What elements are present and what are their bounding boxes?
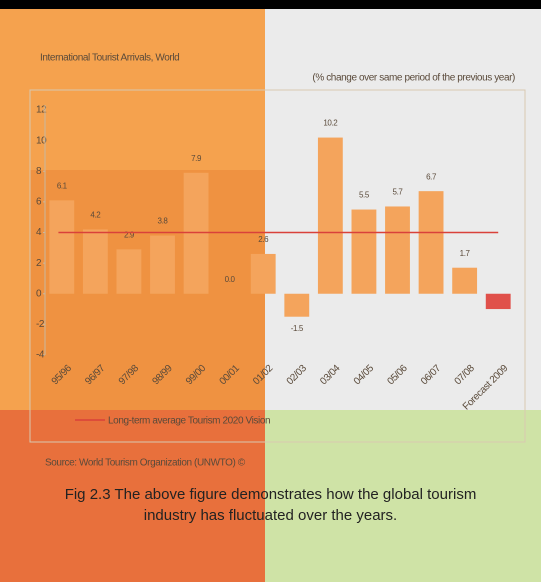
value-label: 0.0 <box>225 275 236 284</box>
chart-title: International Tourist Arrivals, World <box>40 53 179 64</box>
bg-bottom-right <box>265 410 541 582</box>
bar <box>82 229 108 294</box>
y-tick-label: -2 <box>36 319 45 330</box>
bar <box>317 137 343 294</box>
value-label: 6.1 <box>57 181 68 190</box>
bar <box>49 200 75 294</box>
chart-frame <box>29 89 526 443</box>
source: Source: World Tourism Organization (UNWT… <box>45 458 246 469</box>
y-tick-label: 10 <box>36 135 47 146</box>
bar <box>116 249 142 294</box>
value-label: 2.9 <box>124 230 135 239</box>
bar <box>452 267 478 294</box>
bar <box>150 235 175 294</box>
y-tick-label: 12 <box>36 105 47 116</box>
y-tick-label: 8 <box>36 166 42 177</box>
value-label: -1.5 <box>291 324 304 333</box>
bar <box>418 191 444 294</box>
top-border <box>0 0 541 9</box>
legend-label: Long-term average Tourism 2020 Vision <box>108 416 270 427</box>
value-label: 6.7 <box>426 172 437 181</box>
bg-top-right <box>265 0 541 410</box>
value-label: 5.5 <box>359 191 370 200</box>
value-label: 10.2 <box>323 119 338 128</box>
bar <box>250 253 276 294</box>
bar <box>183 172 209 294</box>
y-tick-label: 2 <box>36 258 42 269</box>
bar <box>485 293 511 310</box>
value-label: 1.7 <box>460 249 471 258</box>
caption: Fig 2.3 The above figure demonstrates ho… <box>64 486 477 524</box>
y-tick-label: 0 <box>36 288 42 299</box>
value-label: 2.6 <box>258 235 269 244</box>
chart-subtitle: (% change over same period of the previo… <box>312 73 515 84</box>
y-tick-label: 6 <box>36 197 42 208</box>
value-label: 4.2 <box>90 211 101 220</box>
y-tick-label: 4 <box>36 227 42 238</box>
bar <box>385 206 410 294</box>
value-label: 7.9 <box>191 154 202 163</box>
value-label: 3.8 <box>158 217 169 226</box>
bar <box>284 293 310 317</box>
value-label: 5.7 <box>393 188 404 197</box>
y-tick-label: -4 <box>36 350 45 361</box>
bar <box>351 209 377 294</box>
bg-bottom-left <box>0 410 265 582</box>
